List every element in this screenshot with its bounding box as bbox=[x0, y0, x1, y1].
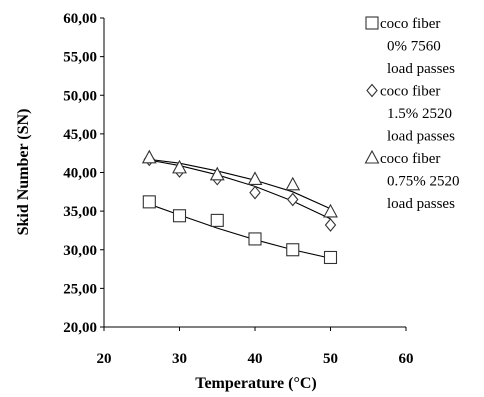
legend-marker-diamond bbox=[366, 83, 378, 98]
y-tick-label: 30,00 bbox=[63, 243, 97, 259]
data-point-triangle bbox=[247, 171, 263, 186]
y-axis-title: Skid Number (SN) bbox=[15, 109, 32, 236]
data-point-triangle bbox=[172, 159, 187, 174]
legend-text: load passes bbox=[387, 61, 455, 77]
data-point-triangle bbox=[285, 176, 301, 191]
axes: 20,00 25,00 30,00 35,00 40,00 45,00 50,00 55,00… bbox=[63, 11, 413, 367]
legend-marker-triangle bbox=[364, 149, 380, 164]
trend-lines bbox=[149, 158, 331, 259]
data-point-diamond bbox=[324, 218, 337, 232]
x-tick-label: 20 bbox=[97, 351, 112, 367]
legend-text: coco fiber bbox=[380, 84, 440, 100]
data-markers bbox=[141, 149, 338, 265]
data-point-diamond bbox=[287, 192, 299, 207]
legend-text: 0% 7560 bbox=[387, 39, 441, 55]
x-tick-label: 50 bbox=[323, 351, 338, 367]
legend-marker-square bbox=[365, 16, 379, 30]
data-point-diamond bbox=[249, 185, 261, 200]
legend: coco fiber 0% 7560 load passes coco fiber 1.… bbox=[364, 16, 460, 212]
trend-line-diamond bbox=[149, 159, 331, 220]
data-point-triangle bbox=[209, 166, 225, 181]
x-tick-label: 40 bbox=[248, 351, 263, 367]
y-tick-label: 60,00 bbox=[63, 11, 97, 27]
x-tick-label: 30 bbox=[172, 351, 187, 367]
legend-text: load passes bbox=[387, 129, 455, 145]
y-tick-label: 20,00 bbox=[63, 320, 97, 336]
data-point-square bbox=[286, 243, 300, 257]
data-point-triangle bbox=[323, 203, 338, 218]
y-tick-label: 45,00 bbox=[63, 127, 97, 143]
x-tick-label: 60 bbox=[399, 351, 414, 367]
y-tick-label: 35,00 bbox=[63, 204, 97, 220]
legend-text: 1.5% 2520 bbox=[387, 106, 452, 122]
trend-line-triangle bbox=[149, 158, 331, 210]
y-tick-label: 40,00 bbox=[63, 166, 97, 182]
data-point-triangle bbox=[141, 149, 157, 164]
data-point-square bbox=[210, 213, 224, 227]
legend-text: coco fiber bbox=[380, 151, 440, 167]
data-point-square bbox=[172, 209, 187, 223]
data-point-square bbox=[323, 250, 338, 265]
data-point-square bbox=[142, 195, 156, 209]
legend-text: load passes bbox=[387, 196, 455, 212]
y-tick-label: 50,00 bbox=[63, 88, 97, 104]
legend-text: 0.75% 2520 bbox=[387, 174, 460, 190]
legend-text: coco fiber bbox=[380, 16, 440, 32]
y-tick-label: 55,00 bbox=[63, 50, 97, 66]
data-point-square bbox=[248, 232, 262, 246]
y-tick-label: 25,00 bbox=[63, 281, 97, 297]
x-axis-title: Temperature (°C) bbox=[195, 375, 316, 392]
